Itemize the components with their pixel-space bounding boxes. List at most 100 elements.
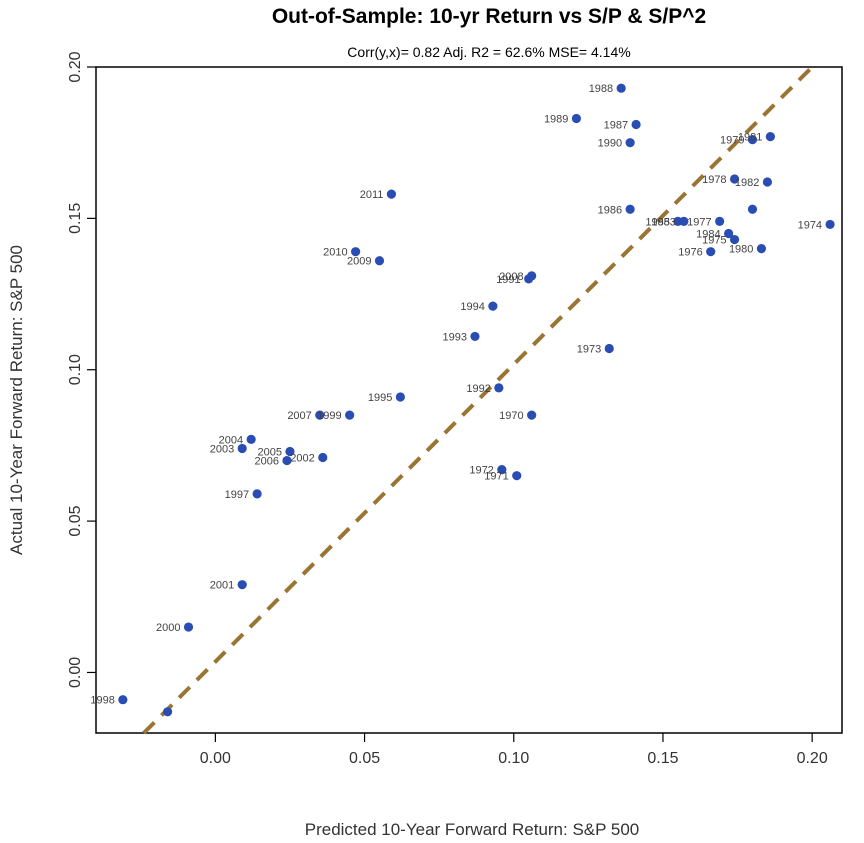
point-label: 1993 — [442, 331, 466, 343]
chart-subtitle: Corr(y,x)= 0.82 Adj. R2 = 62.6% MSE= 4.1… — [347, 44, 630, 60]
y-tick-label: 0.15 — [67, 203, 84, 234]
y-tick-label: 0.05 — [67, 505, 84, 536]
point-label: 2009 — [347, 256, 371, 268]
point-label: 1987 — [604, 120, 628, 132]
y-tick-label: 0.20 — [67, 51, 84, 82]
y-axis: 0.00 0.05 0.10 0.15 0.20 — [67, 51, 96, 688]
data-point — [747, 204, 758, 214]
x-tick-label: 0.20 — [797, 750, 828, 767]
point-label: 2003 — [210, 443, 234, 455]
point-label: 2010 — [323, 247, 347, 259]
point-label: 1974 — [798, 219, 822, 231]
data-point — [494, 383, 504, 393]
data-point — [571, 113, 582, 124]
point-label: 1999 — [317, 410, 341, 422]
point-label: 1972 — [469, 465, 493, 477]
point-label: 1971 — [484, 471, 508, 483]
data-point — [524, 274, 534, 284]
point-label: 2004 — [219, 434, 243, 446]
data-point — [724, 228, 734, 239]
data-point — [825, 219, 835, 230]
x-tick-label: 0.15 — [647, 750, 678, 767]
y-tick-label: 0.10 — [67, 354, 84, 385]
data-point — [118, 695, 128, 705]
data-point — [183, 622, 194, 632]
point-label: 1970 — [499, 410, 523, 422]
data-point — [315, 410, 325, 420]
point-label: 1992 — [466, 383, 490, 395]
data-point — [318, 452, 328, 463]
data-point — [706, 247, 716, 257]
point-label: 1989 — [544, 113, 568, 125]
plot-frame — [95, 66, 843, 734]
point-label: 2007 — [287, 410, 311, 422]
x-tick-label: 0.10 — [498, 750, 529, 767]
x-axis: 0.00 0.05 0.10 0.15 0.20 — [200, 733, 828, 767]
data-point — [386, 189, 397, 199]
fit-line — [142, 65, 814, 735]
point-label: 2001 — [210, 580, 234, 592]
point-label: 1986 — [598, 204, 622, 216]
point-label: 1982 — [735, 177, 759, 189]
data-point — [616, 83, 626, 93]
point-label: 1994 — [460, 301, 484, 313]
data-point — [237, 443, 247, 454]
x-tick-label: 0.00 — [200, 750, 231, 767]
data-point — [163, 707, 173, 717]
data-point — [282, 455, 292, 466]
point-label: 2006 — [254, 456, 278, 468]
data-point — [527, 410, 537, 420]
x-tick-label: 0.05 — [349, 750, 380, 767]
point-label: 1977 — [687, 216, 711, 228]
point-label: 1998 — [90, 695, 114, 707]
data-point — [762, 177, 773, 187]
point-label: 1997 — [225, 489, 249, 501]
data-point — [246, 434, 256, 444]
point-label: 1983 — [651, 216, 675, 228]
data-point — [625, 138, 635, 148]
data-point — [285, 446, 295, 457]
data-point — [747, 135, 758, 145]
point-label: 1995 — [368, 392, 392, 404]
data-point — [604, 343, 614, 354]
point-label: 1979 — [720, 135, 744, 147]
data-point — [488, 301, 498, 311]
point-label: 1973 — [577, 344, 601, 356]
data-point — [512, 471, 522, 481]
data-point — [679, 216, 689, 226]
point-label: 2005 — [257, 446, 281, 458]
data-point — [715, 216, 725, 226]
y-axis-label: Actual 10-Year Forward Return: S&P 500 — [7, 245, 26, 555]
point-label: 1976 — [678, 247, 702, 259]
data-point — [631, 119, 641, 130]
chart-title: Out-of-Sample: 10-yr Return vs S/P & S/P… — [272, 5, 706, 28]
point-label: 1985 — [645, 216, 669, 228]
point-label: 2008 — [499, 271, 523, 283]
data-point — [729, 234, 740, 245]
data-point — [497, 465, 507, 475]
point-label: 1975 — [702, 235, 726, 247]
data-point — [237, 580, 247, 590]
data-point — [756, 244, 767, 254]
point-label: 1980 — [729, 244, 753, 256]
point-label: 2011 — [360, 189, 384, 201]
point-label: 1981 — [738, 132, 762, 144]
data-point — [470, 331, 480, 342]
point-label: 1988 — [589, 83, 613, 95]
data-point — [345, 410, 355, 420]
data-point — [252, 489, 262, 499]
data-point — [374, 256, 385, 266]
y-tick-label: 0.00 — [67, 657, 84, 688]
data-point — [351, 247, 361, 257]
point-label: 1978 — [702, 174, 726, 186]
point-label: 2000 — [156, 622, 180, 634]
data-point — [729, 174, 740, 184]
data-point — [395, 392, 405, 402]
point-label: 1990 — [598, 138, 622, 150]
point-label: 1984 — [696, 229, 720, 241]
data-point — [765, 132, 775, 142]
x-axis-label: Predicted 10-Year Forward Return: S&P 50… — [305, 820, 640, 839]
data-point — [625, 204, 635, 214]
